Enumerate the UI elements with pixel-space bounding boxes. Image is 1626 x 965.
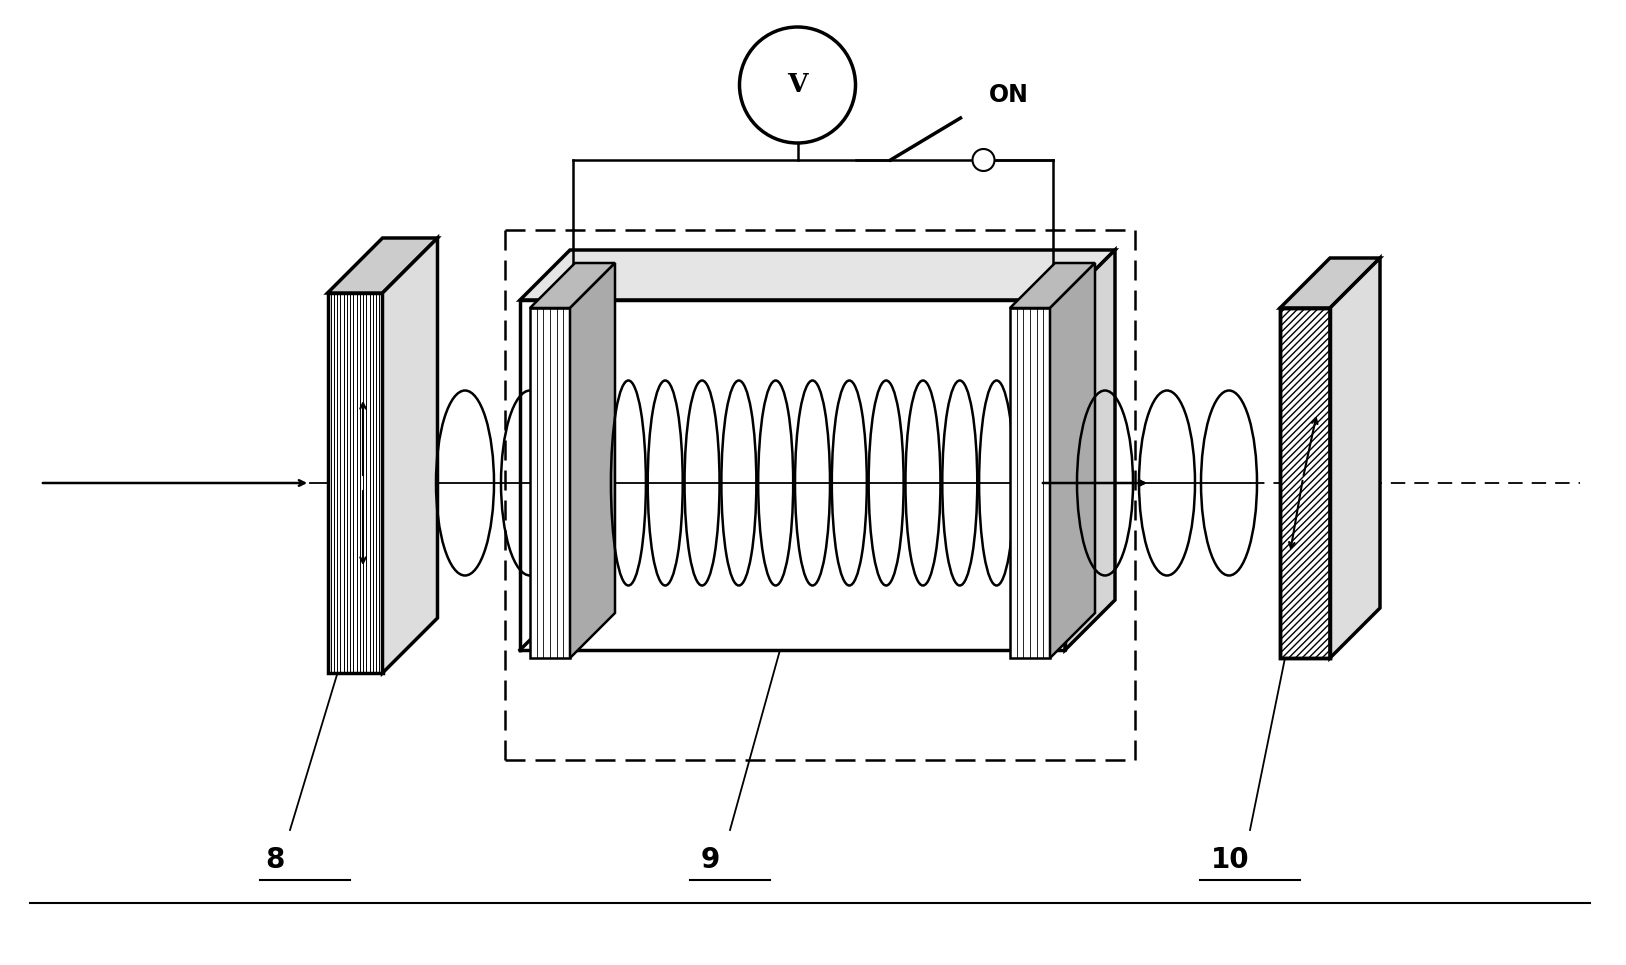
Circle shape (972, 149, 995, 171)
Polygon shape (1050, 263, 1094, 658)
Polygon shape (327, 293, 382, 673)
Text: ON: ON (989, 83, 1028, 107)
Circle shape (740, 27, 855, 143)
Text: 9: 9 (701, 846, 720, 874)
Polygon shape (327, 238, 437, 293)
Polygon shape (382, 238, 437, 673)
Polygon shape (520, 250, 1115, 300)
Text: V: V (787, 72, 808, 97)
Polygon shape (530, 308, 571, 658)
Polygon shape (1330, 258, 1380, 658)
Polygon shape (1010, 308, 1050, 658)
Polygon shape (530, 263, 615, 308)
Polygon shape (1280, 308, 1330, 658)
Polygon shape (571, 263, 615, 658)
Text: 10: 10 (1211, 846, 1249, 874)
Text: 8: 8 (265, 846, 285, 874)
Polygon shape (1065, 250, 1115, 650)
Polygon shape (1010, 263, 1094, 308)
Polygon shape (1280, 258, 1380, 308)
